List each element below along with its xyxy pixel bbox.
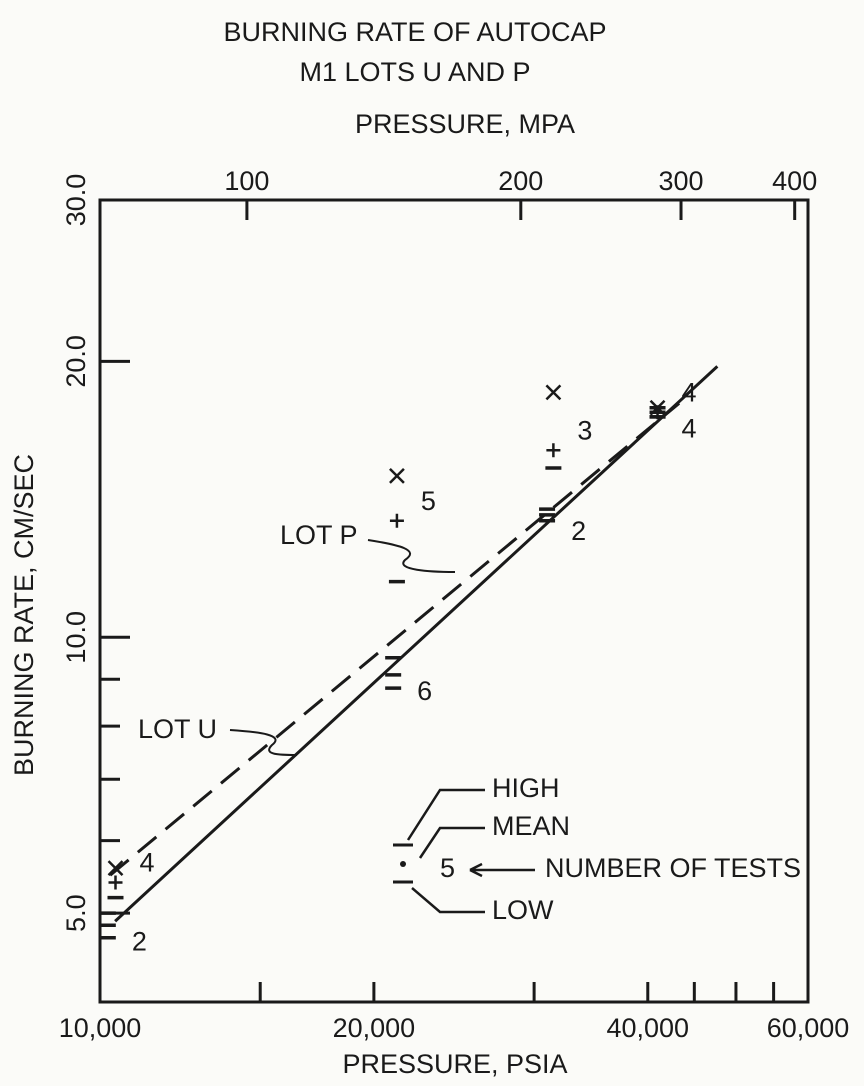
- marker-mean: [546, 443, 561, 458]
- y-axis-label: BURNING RATE, CM/SEC: [9, 454, 39, 776]
- marker-high: [389, 468, 405, 484]
- key-arrow: [406, 788, 485, 841]
- chart-title: BURNING RATE OF AUTOCAP: [223, 17, 606, 47]
- lot-p-callout: LOT P: [280, 520, 358, 550]
- x2-tick-label: 400: [772, 166, 817, 196]
- test-count-label: 4: [139, 848, 154, 878]
- y-tick-label: 10.0: [61, 611, 91, 664]
- lot-u-callout: LOT U: [138, 714, 217, 744]
- key-label: LOW: [492, 895, 554, 925]
- key-example: 5: [440, 853, 455, 883]
- x2-tick-label: 100: [224, 166, 269, 196]
- x-tick-label: 60,000: [767, 1013, 850, 1043]
- key-mean: [400, 861, 406, 867]
- fit-line: [114, 365, 719, 923]
- key-label: NUMBER OF TESTS: [545, 853, 801, 883]
- x-tick-label: 10,000: [59, 1013, 142, 1043]
- x-axis-label: PRESSURE, PSIA: [342, 1049, 567, 1079]
- marker-mean: [389, 513, 404, 528]
- x2-axis-label: PRESSURE, MPA: [355, 109, 575, 139]
- fit-line: [109, 402, 681, 877]
- key-label: MEAN: [492, 811, 570, 841]
- leader: [229, 729, 298, 756]
- marker-high: [545, 384, 562, 401]
- marker-mean: [108, 875, 123, 890]
- key-arrow: [469, 862, 535, 878]
- y-tick-label: 20.0: [61, 335, 91, 388]
- x-tick-label: 20,000: [333, 1013, 416, 1043]
- y-tick-label: 30.0: [61, 174, 91, 227]
- test-count-label: 4: [682, 413, 697, 443]
- chart-subtitle: M1 LOTS U AND P: [299, 57, 530, 87]
- key-arrow: [418, 826, 485, 859]
- x-tick-label: 40,000: [606, 1013, 689, 1043]
- plot-frame: [98, 198, 810, 1004]
- key-label: HIGH: [492, 773, 560, 803]
- marker-high: [107, 860, 124, 876]
- x2-tick-label: 200: [498, 166, 543, 196]
- test-count-label: 5: [421, 486, 436, 516]
- test-count-label: 2: [132, 926, 147, 956]
- leader: [367, 539, 456, 573]
- test-count-label: 2: [571, 516, 586, 546]
- test-count-label: 6: [417, 676, 432, 706]
- y-tick-label: 5.0: [61, 894, 91, 932]
- x2-tick-label: 300: [658, 166, 703, 196]
- test-count-label: 3: [577, 415, 592, 445]
- key-arrow: [411, 887, 485, 914]
